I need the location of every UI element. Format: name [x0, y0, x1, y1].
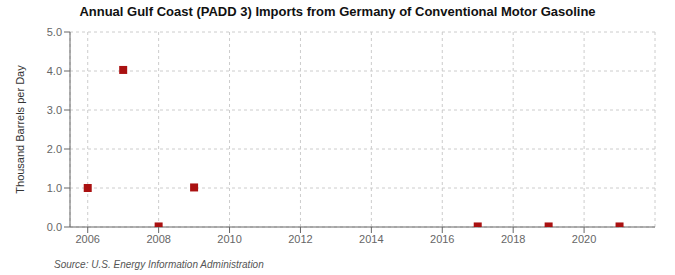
svg-text:0.0: 0.0 [47, 221, 62, 233]
svg-text:2012: 2012 [288, 233, 312, 245]
svg-text:2014: 2014 [359, 233, 383, 245]
svg-text:2010: 2010 [217, 233, 241, 245]
svg-text:Thousand Barrels per Day: Thousand Barrels per Day [14, 65, 26, 194]
svg-text:4.0: 4.0 [47, 65, 62, 77]
html-text:Annual Gulf Coast (PADD 3) Imp: Annual Gulf Coast (PADD 3) Imports from … [79, 4, 596, 19]
svg-text:5.0: 5.0 [47, 26, 62, 38]
svg-text:2006: 2006 [75, 233, 99, 245]
svg-text:2.0: 2.0 [47, 143, 62, 155]
svg-text:2018: 2018 [501, 233, 525, 245]
svg-text:2016: 2016 [430, 233, 454, 245]
html-text:Source: U.S. Energy Informatio: Source: U.S. Energy Information Administ… [54, 259, 264, 270]
svg-text:1.0: 1.0 [47, 182, 62, 194]
svg-text:3.0: 3.0 [47, 104, 62, 116]
svg-text:2020: 2020 [572, 233, 596, 245]
svg-text:2008: 2008 [146, 233, 170, 245]
